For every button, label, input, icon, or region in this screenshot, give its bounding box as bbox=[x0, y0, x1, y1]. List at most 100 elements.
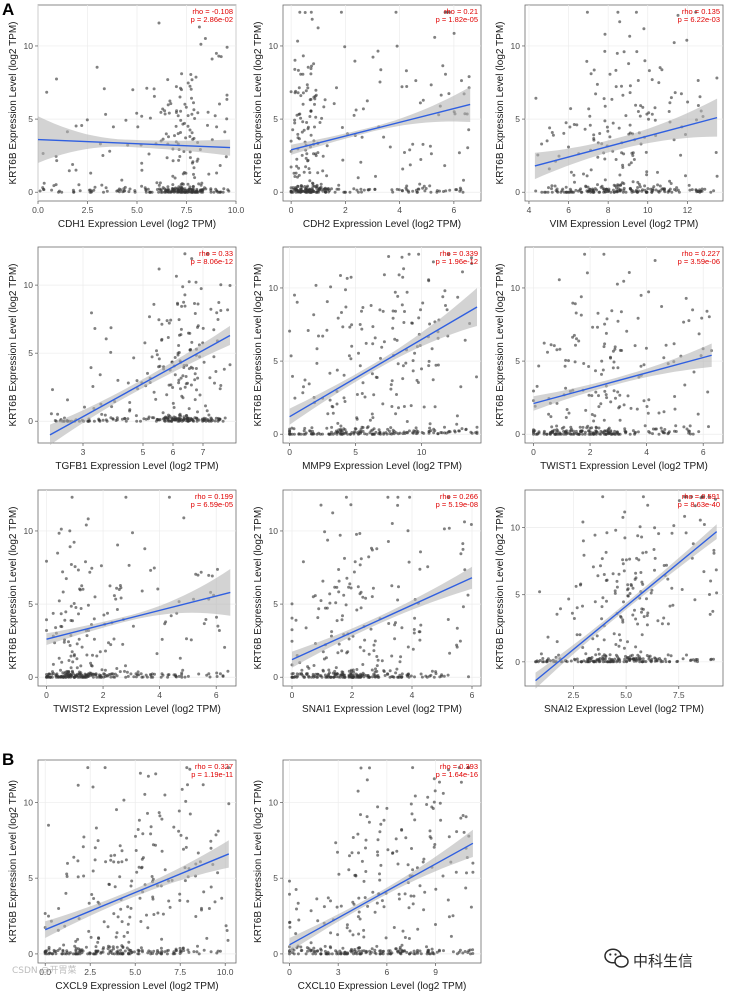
data-point bbox=[91, 869, 95, 873]
data-point bbox=[160, 849, 164, 853]
data-point bbox=[103, 413, 107, 417]
data-point bbox=[461, 270, 464, 274]
x-tick-label: 10.0 bbox=[217, 967, 234, 977]
x-tick-label: 5.0 bbox=[129, 967, 141, 977]
data-point bbox=[653, 259, 657, 262]
data-point bbox=[418, 101, 422, 105]
data-point bbox=[356, 674, 360, 678]
data-point bbox=[152, 913, 156, 916]
data-point bbox=[347, 868, 351, 872]
data-point bbox=[59, 668, 62, 672]
data-point bbox=[288, 432, 292, 436]
data-point bbox=[365, 99, 369, 103]
data-point bbox=[123, 949, 127, 953]
data-point bbox=[388, 949, 392, 953]
data-point bbox=[419, 308, 422, 312]
data-point bbox=[314, 952, 318, 956]
data-point bbox=[608, 653, 612, 657]
data-point bbox=[691, 308, 695, 312]
data-point bbox=[328, 371, 332, 375]
data-point bbox=[177, 318, 181, 322]
data-point bbox=[85, 634, 89, 638]
data-point bbox=[375, 655, 379, 658]
data-point bbox=[380, 345, 384, 349]
data-point bbox=[605, 125, 609, 129]
data-point bbox=[628, 91, 632, 95]
data-point bbox=[143, 186, 147, 190]
data-point bbox=[104, 112, 108, 116]
data-point bbox=[186, 189, 190, 192]
data-point bbox=[606, 427, 610, 431]
data-point bbox=[592, 419, 596, 423]
data-point bbox=[413, 818, 417, 822]
data-point bbox=[187, 331, 190, 335]
data-point bbox=[406, 529, 410, 533]
data-point bbox=[90, 673, 94, 677]
data-point bbox=[196, 944, 199, 948]
data-point bbox=[621, 190, 625, 194]
data-point bbox=[213, 114, 217, 118]
data-point bbox=[587, 365, 591, 368]
data-point bbox=[349, 672, 353, 676]
data-point bbox=[375, 669, 379, 673]
data-point bbox=[428, 426, 432, 430]
panel-letter-b: B bbox=[2, 750, 14, 769]
data-point bbox=[88, 952, 92, 956]
data-point bbox=[657, 532, 661, 536]
data-point bbox=[128, 915, 132, 919]
data-point bbox=[126, 674, 130, 678]
data-point bbox=[401, 929, 405, 933]
data-point bbox=[682, 320, 686, 324]
data-point bbox=[611, 121, 615, 125]
data-point bbox=[306, 65, 310, 69]
data-point bbox=[348, 854, 351, 858]
data-point bbox=[77, 612, 80, 616]
data-point bbox=[300, 948, 304, 952]
data-point bbox=[337, 952, 341, 956]
data-point bbox=[127, 190, 131, 194]
data-point bbox=[418, 567, 422, 571]
plot-frame bbox=[282, 246, 482, 444]
data-point bbox=[368, 949, 372, 953]
data-point bbox=[386, 672, 389, 676]
data-point bbox=[626, 394, 630, 398]
data-point bbox=[612, 183, 616, 187]
data-point bbox=[304, 165, 308, 169]
data-point bbox=[565, 429, 569, 433]
data-point bbox=[682, 425, 686, 429]
data-point bbox=[403, 310, 406, 313]
data-point bbox=[189, 383, 193, 387]
data-point bbox=[67, 670, 71, 674]
y-tick-label: 10 bbox=[24, 41, 34, 51]
data-point bbox=[368, 952, 372, 956]
data-point bbox=[542, 341, 546, 345]
regression-line bbox=[44, 853, 230, 931]
data-point bbox=[420, 431, 424, 434]
data-point bbox=[151, 843, 155, 847]
data-point bbox=[396, 362, 400, 366]
data-point bbox=[358, 952, 362, 956]
data-point bbox=[417, 316, 421, 320]
data-point bbox=[590, 394, 594, 398]
data-point bbox=[134, 849, 138, 852]
data-point bbox=[683, 495, 687, 499]
data-point bbox=[57, 599, 61, 603]
data-point bbox=[96, 940, 100, 944]
data-point bbox=[644, 346, 648, 350]
data-point bbox=[215, 671, 219, 675]
data-point bbox=[107, 883, 111, 886]
data-point bbox=[628, 557, 632, 561]
data-point bbox=[109, 675, 113, 679]
data-point bbox=[573, 180, 576, 184]
x-tick-label: 3 bbox=[81, 447, 86, 457]
data-point bbox=[92, 188, 96, 192]
data-point bbox=[157, 21, 161, 25]
y-axis-label: KRT6B Expression Level (log2 TPM) bbox=[8, 263, 19, 426]
data-point bbox=[394, 412, 398, 416]
data-point bbox=[298, 672, 302, 676]
data-point bbox=[60, 190, 64, 194]
data-point bbox=[622, 186, 626, 190]
data-point bbox=[60, 660, 64, 664]
